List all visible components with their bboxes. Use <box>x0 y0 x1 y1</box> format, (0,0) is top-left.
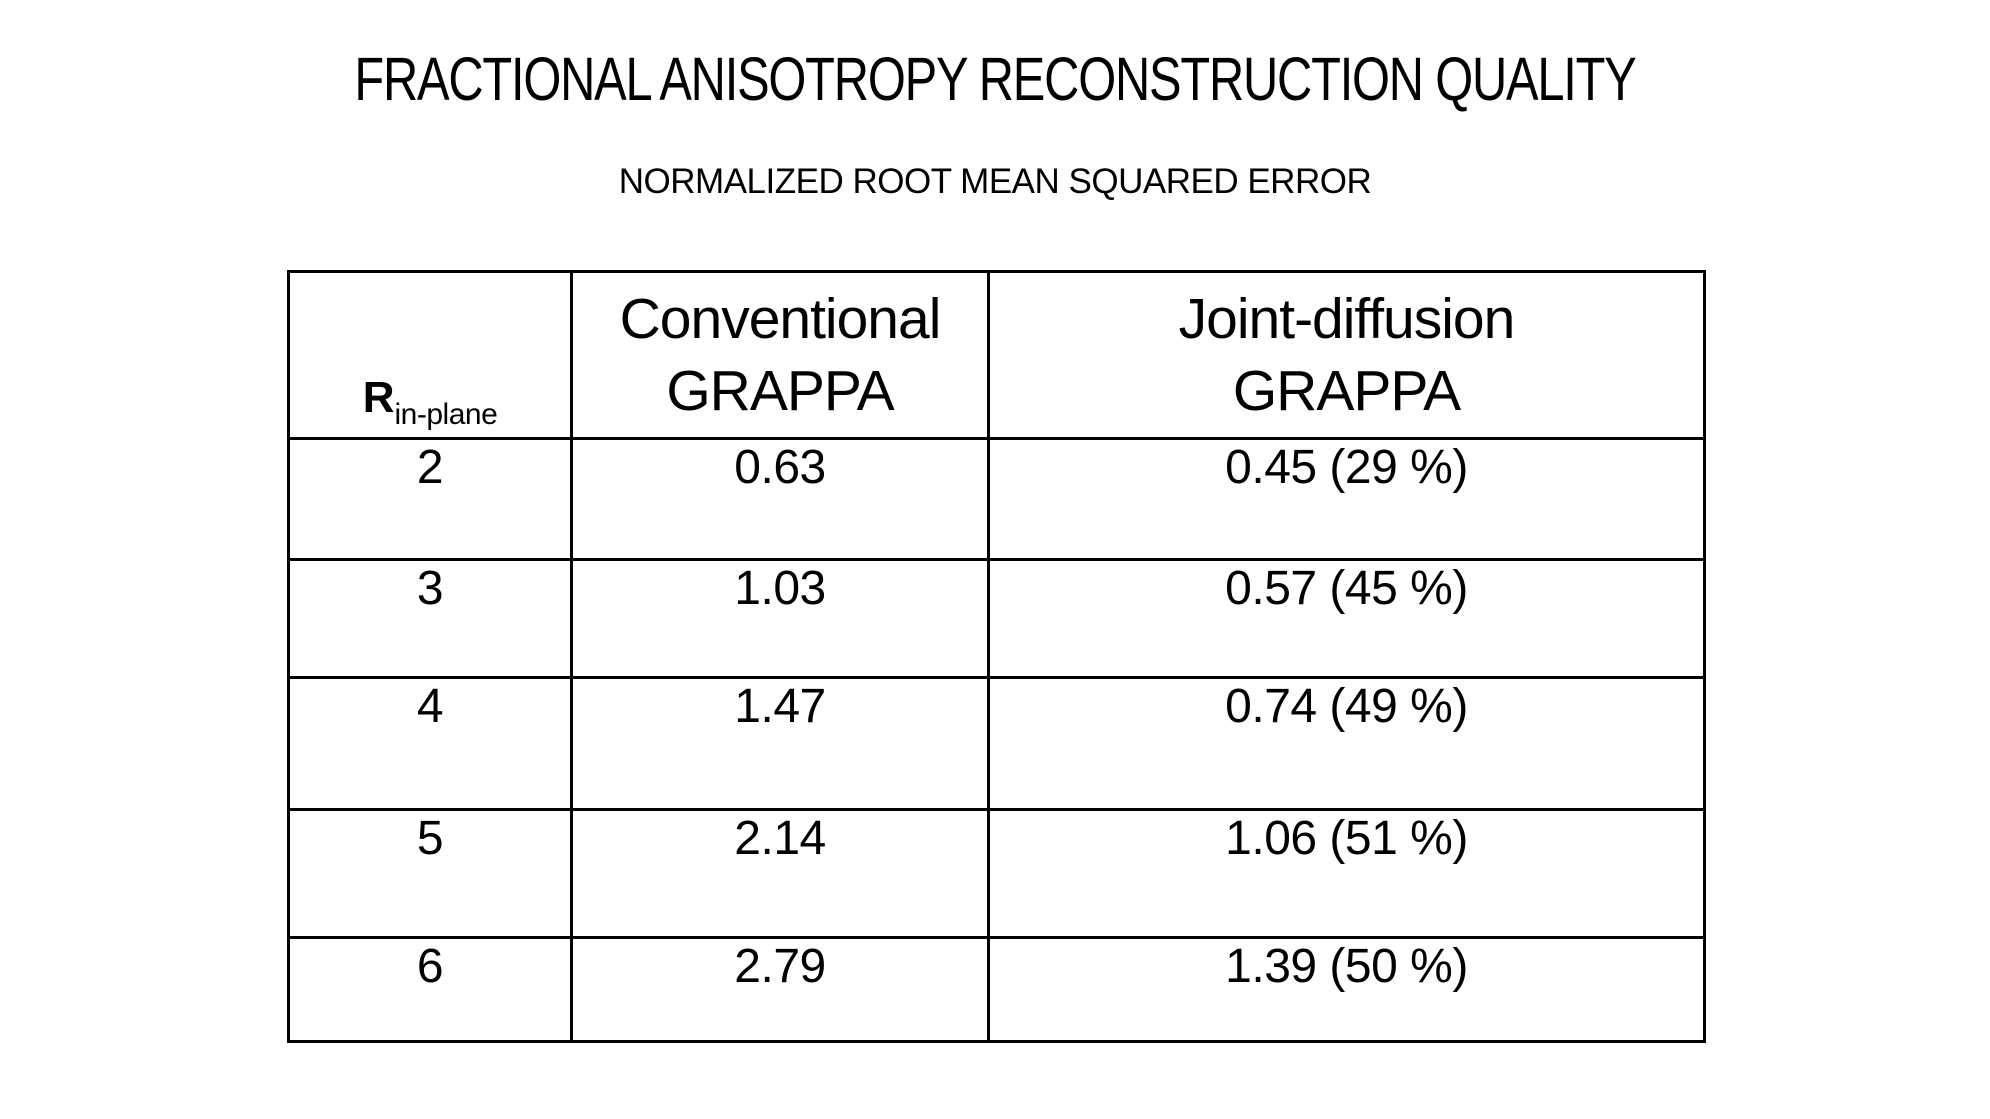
nrmse-table: Rin-plane Conventional GRAPPA Joint-diff… <box>287 270 1706 1043</box>
joint-nrmse-cell: 0.57 (45 %) <box>987 558 1706 679</box>
conventional-nrmse-cell: 2.14 <box>570 808 990 939</box>
page-title: FRACTIONAL ANISOTROPY RECONSTRUCTION QUA… <box>354 45 1636 113</box>
header-line: Joint-diffusion <box>1178 287 1516 351</box>
r-value-cell: 6 <box>287 936 573 1043</box>
table-row: 2 0.63 0.45 (29 %) <box>287 437 1706 561</box>
table-header-row: Rin-plane Conventional GRAPPA Joint-diff… <box>287 270 1706 440</box>
r-value-cell: 4 <box>287 676 573 811</box>
joint-nrmse-cell: 1.39 (50 %) <box>987 936 1706 1043</box>
table-row: 3 1.03 0.57 (45 %) <box>287 558 1706 679</box>
r-symbol: R <box>362 373 395 422</box>
r-subscript: in-plane <box>394 398 498 431</box>
header-line: GRAPPA <box>1232 359 1461 423</box>
conventional-nrmse-cell: 0.63 <box>570 437 990 561</box>
joint-nrmse-cell: 1.06 (51 %) <box>987 808 1706 939</box>
conventional-nrmse-cell: 2.79 <box>570 936 990 1043</box>
table-row: 5 2.14 1.06 (51 %) <box>287 808 1706 939</box>
conventional-grappa-header: Conventional GRAPPA <box>570 270 990 440</box>
header-line: Conventional <box>619 287 942 351</box>
r-inplane-header: Rin-plane <box>287 270 573 440</box>
r-value-cell: 3 <box>287 558 573 679</box>
joint-nrmse-cell: 0.45 (29 %) <box>987 437 1706 561</box>
joint-diffusion-grappa-header: Joint-diffusion GRAPPA <box>987 270 1706 440</box>
conventional-nrmse-cell: 1.03 <box>570 558 990 679</box>
r-value-cell: 5 <box>287 808 573 939</box>
page-subtitle: NORMALIZED ROOT MEAN SQUARED ERROR <box>618 162 1372 201</box>
table-row: 6 2.79 1.39 (50 %) <box>287 936 1706 1043</box>
conventional-nrmse-cell: 1.47 <box>570 676 990 811</box>
joint-nrmse-cell: 0.74 (49 %) <box>987 676 1706 811</box>
r-value-cell: 2 <box>287 437 573 561</box>
table-row: 4 1.47 0.74 (49 %) <box>287 676 1706 811</box>
header-line: GRAPPA <box>666 359 894 423</box>
